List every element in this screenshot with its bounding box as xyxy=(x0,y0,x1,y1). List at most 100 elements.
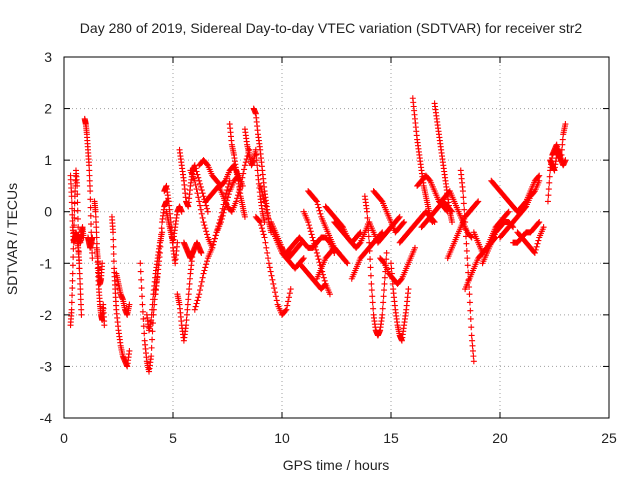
data-point xyxy=(211,235,218,242)
data-point xyxy=(76,260,83,267)
data-point xyxy=(536,219,543,226)
data-point xyxy=(198,210,205,217)
data-point xyxy=(314,201,321,208)
data-point xyxy=(70,245,77,252)
data-point xyxy=(272,289,279,296)
y-tick-label: 2 xyxy=(44,101,52,117)
data-point xyxy=(193,300,200,307)
data-point xyxy=(284,302,291,309)
tick-layer: 0 5 10 15 20 25 -4 -3 -2 -1 0 1 2 3 xyxy=(40,49,617,446)
data-point xyxy=(269,276,276,283)
data-point xyxy=(535,220,542,227)
data-point xyxy=(198,278,205,285)
data-point xyxy=(191,177,198,184)
y-tick-label: 1 xyxy=(44,152,52,168)
data-point xyxy=(380,299,387,306)
data-point xyxy=(381,274,388,281)
data-point xyxy=(69,205,76,212)
data-point xyxy=(241,162,248,169)
data-point xyxy=(68,299,75,306)
data-point xyxy=(110,236,117,243)
data-point xyxy=(86,177,93,184)
data-point xyxy=(462,226,469,233)
data-point xyxy=(468,234,475,241)
data-point xyxy=(531,249,538,256)
data-point xyxy=(532,246,539,253)
data-point xyxy=(531,189,538,196)
data-point xyxy=(265,260,272,267)
data-point xyxy=(379,305,386,312)
data-point xyxy=(140,323,147,330)
data-point xyxy=(534,240,541,247)
data-point xyxy=(199,214,206,221)
data-point xyxy=(203,261,210,268)
data-point xyxy=(283,306,290,313)
data-point xyxy=(285,294,292,301)
data-point xyxy=(449,219,456,226)
data-point xyxy=(242,159,249,166)
data-point xyxy=(367,256,374,263)
x-tick-label: 20 xyxy=(492,430,508,446)
data-point xyxy=(265,214,272,221)
data-point xyxy=(137,260,144,267)
data-point xyxy=(224,194,231,201)
data-point xyxy=(313,249,320,256)
data-point xyxy=(74,182,81,189)
data-point xyxy=(77,291,84,298)
data-point xyxy=(197,206,204,213)
data-point xyxy=(193,168,200,175)
data-point xyxy=(192,165,199,172)
data-point xyxy=(467,307,474,314)
data-point xyxy=(74,191,81,198)
data-point xyxy=(326,291,333,298)
data-point xyxy=(367,264,374,271)
data-point xyxy=(258,186,265,193)
data-point xyxy=(460,194,467,201)
data-point xyxy=(240,170,247,177)
data-point xyxy=(263,244,270,251)
data-point xyxy=(86,182,93,189)
data-point xyxy=(185,291,192,298)
data-point xyxy=(405,286,412,293)
data-point xyxy=(93,219,100,226)
data-point xyxy=(74,215,81,222)
data-point xyxy=(86,172,93,179)
grid-layer xyxy=(64,57,609,418)
data-point xyxy=(470,353,477,360)
data-point xyxy=(149,301,156,308)
data-point xyxy=(202,264,209,271)
data-point xyxy=(467,315,474,322)
data-point xyxy=(69,285,76,292)
data-point xyxy=(88,221,95,228)
x-tick-label: 0 xyxy=(60,430,68,446)
data-point xyxy=(369,299,376,306)
data-point xyxy=(200,219,207,226)
y-tick-label: 3 xyxy=(44,49,52,65)
data-point xyxy=(504,209,511,216)
data-point xyxy=(264,249,271,256)
data-point xyxy=(305,219,312,226)
data-point xyxy=(202,225,209,232)
data-point xyxy=(464,255,471,262)
data-point xyxy=(469,342,476,349)
data-point xyxy=(468,324,475,331)
data-point xyxy=(209,244,216,251)
data-point xyxy=(89,249,96,256)
data-point xyxy=(157,243,164,250)
data-point xyxy=(307,228,314,235)
data-point xyxy=(140,315,147,322)
data-point xyxy=(265,255,272,262)
data-point xyxy=(468,332,475,339)
data-point xyxy=(78,301,85,308)
data-point xyxy=(313,198,320,205)
data-point xyxy=(76,275,83,282)
data-point xyxy=(310,237,317,244)
data-point xyxy=(69,292,76,299)
data-point xyxy=(343,259,350,266)
data-point xyxy=(559,141,566,148)
data-point xyxy=(475,198,482,205)
data-point xyxy=(92,213,99,220)
data-point xyxy=(148,353,155,360)
data-point xyxy=(204,258,211,265)
